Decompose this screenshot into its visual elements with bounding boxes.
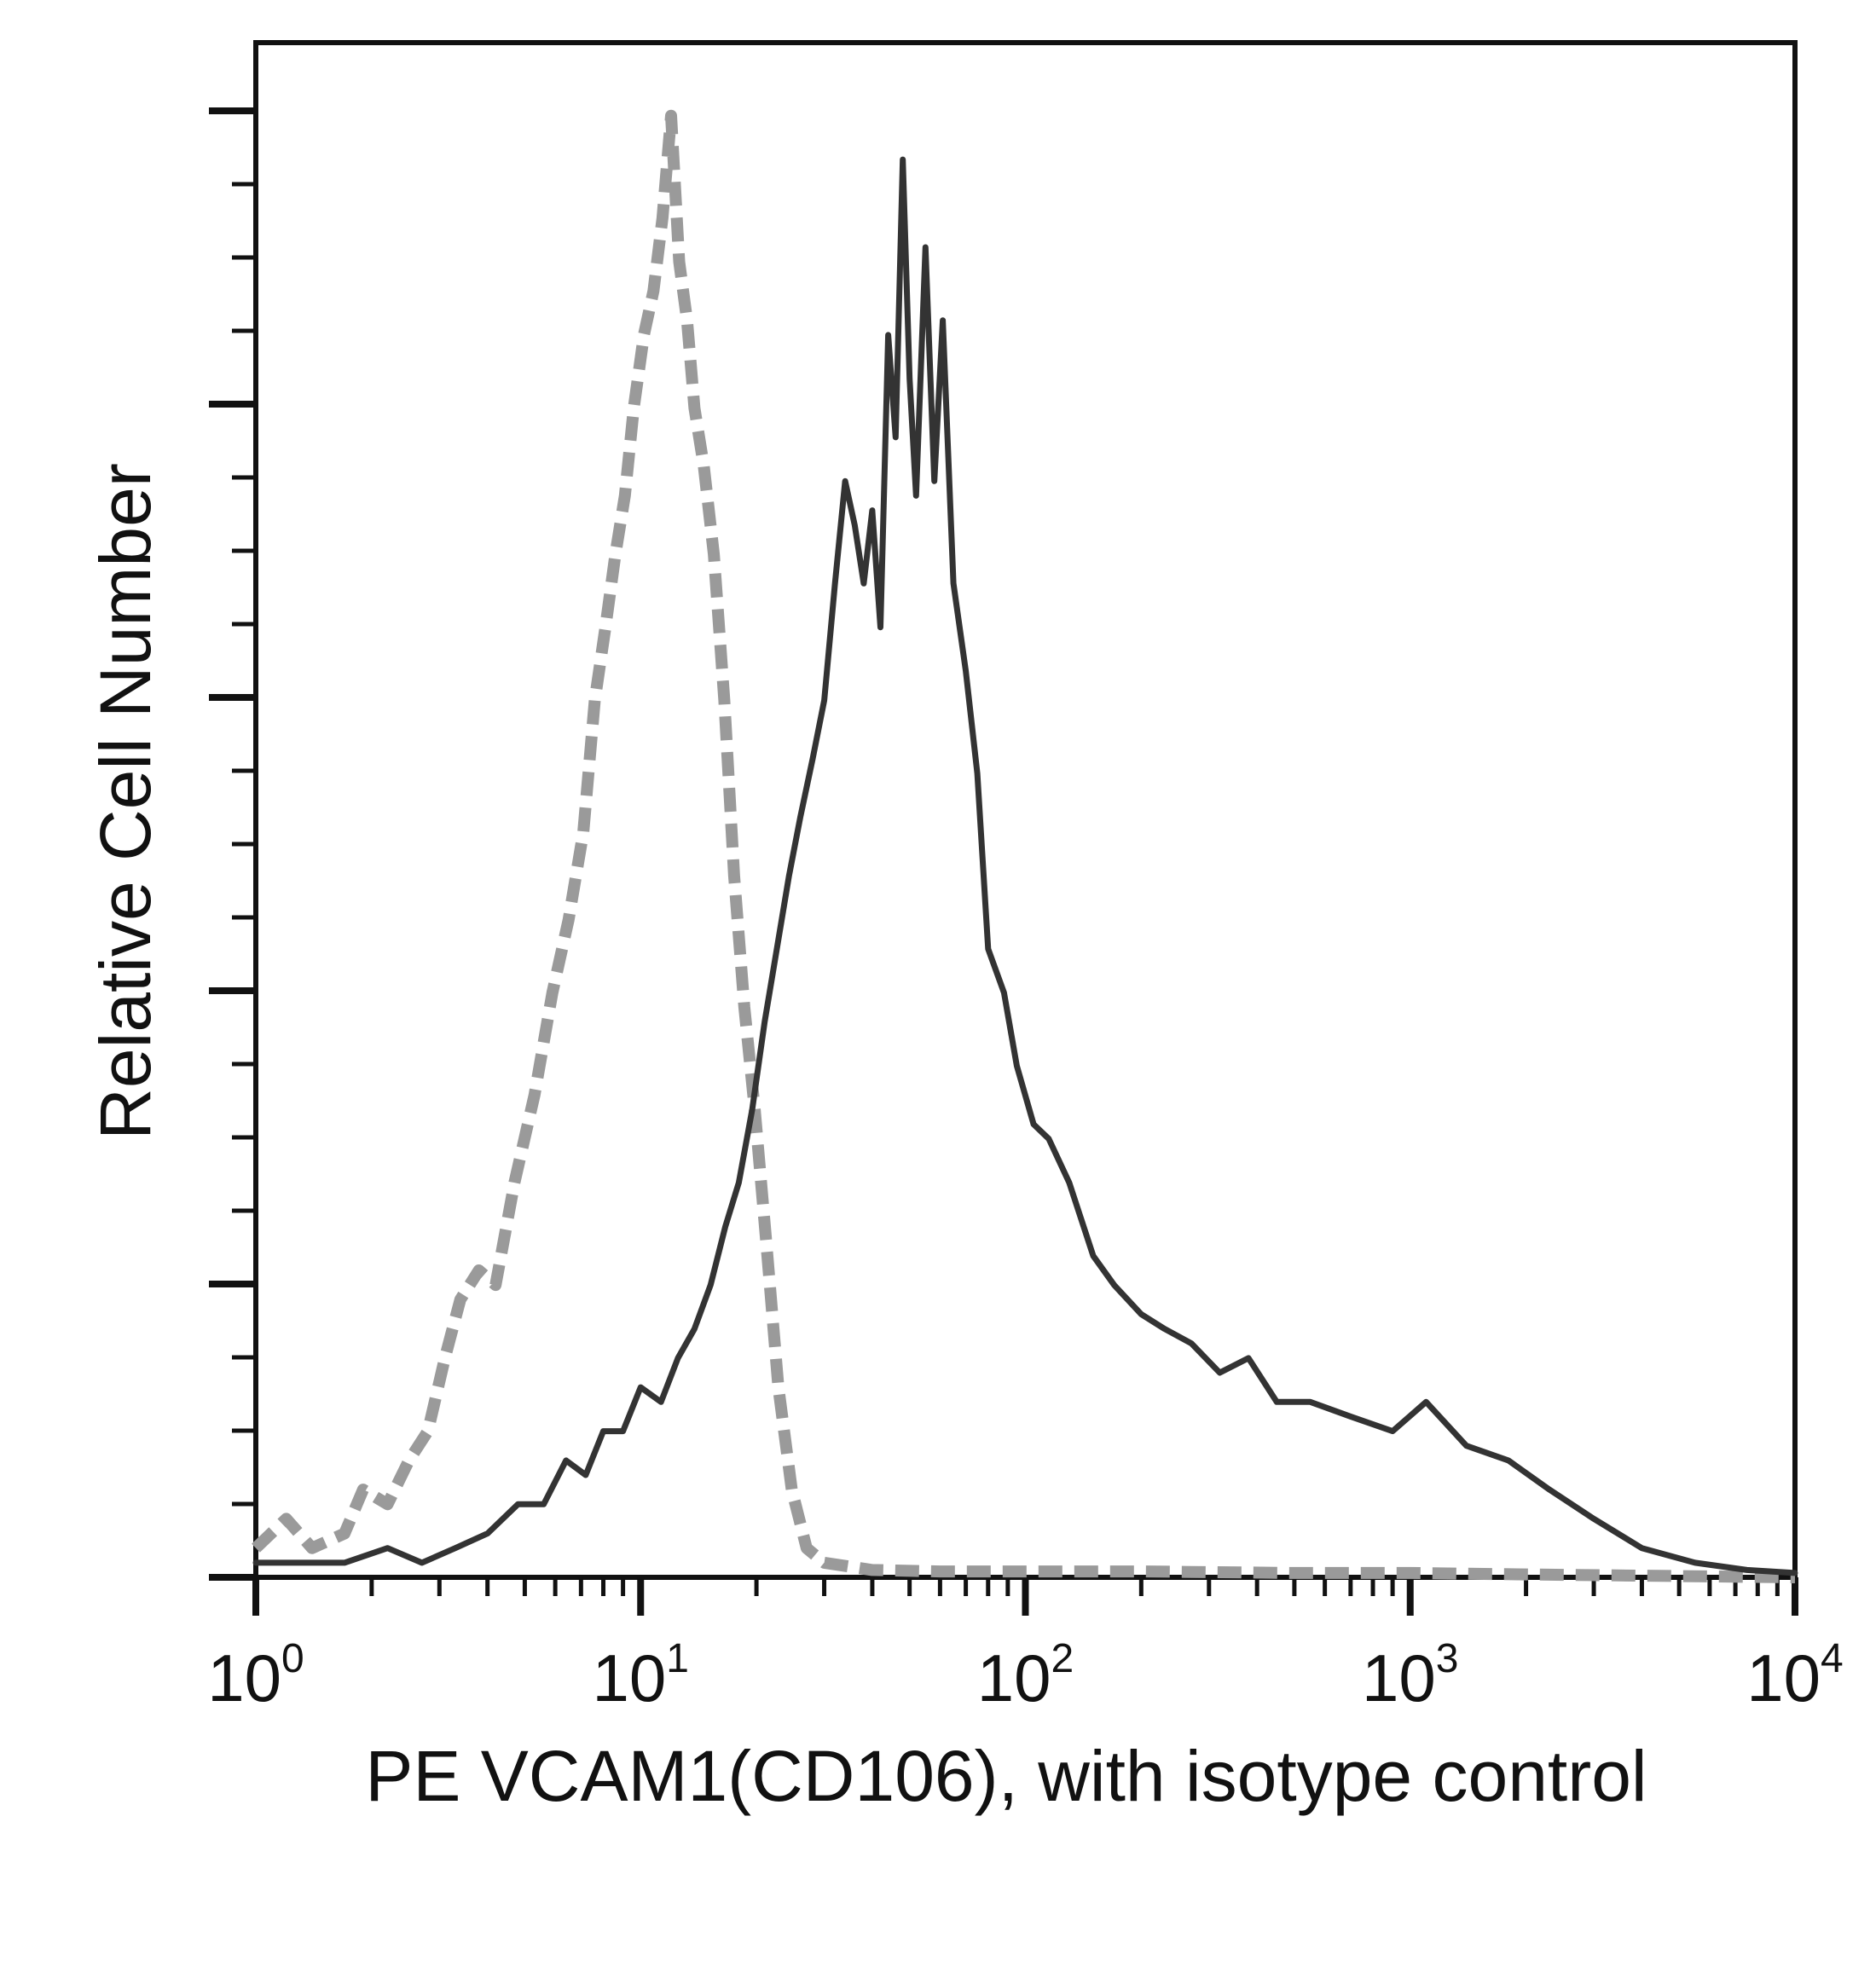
x-tick-label-exponent: 3 — [1436, 1636, 1459, 1681]
x-tick-label-base: 10 — [977, 1640, 1051, 1715]
x-tick-label-base: 10 — [1746, 1640, 1821, 1715]
x-tick-label-exponent: 2 — [1051, 1636, 1074, 1681]
x-tick-label: 104 — [1746, 1636, 1843, 1715]
vcam1-histogram — [252, 156, 1798, 1576]
plot-frame — [253, 40, 1798, 1580]
x-tick-label: 102 — [977, 1636, 1074, 1715]
labels-layer: PE VCAM1(CD106), with isotype control Re… — [85, 463, 1844, 1816]
x-tick-label-exponent: 0 — [281, 1636, 304, 1681]
x-tick-label-base: 10 — [593, 1640, 667, 1715]
series-layer — [252, 109, 1798, 1583]
x-tick-label-exponent: 4 — [1821, 1636, 1844, 1681]
y-axis-title: Relative Cell Number — [85, 463, 165, 1140]
x-tick-label-exponent: 1 — [666, 1636, 689, 1681]
x-tick-label: 100 — [207, 1636, 304, 1715]
x-axis-title: PE VCAM1(CD106), with isotype control — [365, 1736, 1647, 1816]
x-tick-label-base: 10 — [207, 1640, 281, 1715]
isotype-control-histogram — [252, 109, 1796, 1583]
axes-layer — [209, 40, 1798, 1616]
x-tick-label: 101 — [593, 1636, 689, 1715]
x-tick-label-base: 10 — [1362, 1640, 1436, 1715]
x-tick-label: 103 — [1362, 1636, 1458, 1715]
